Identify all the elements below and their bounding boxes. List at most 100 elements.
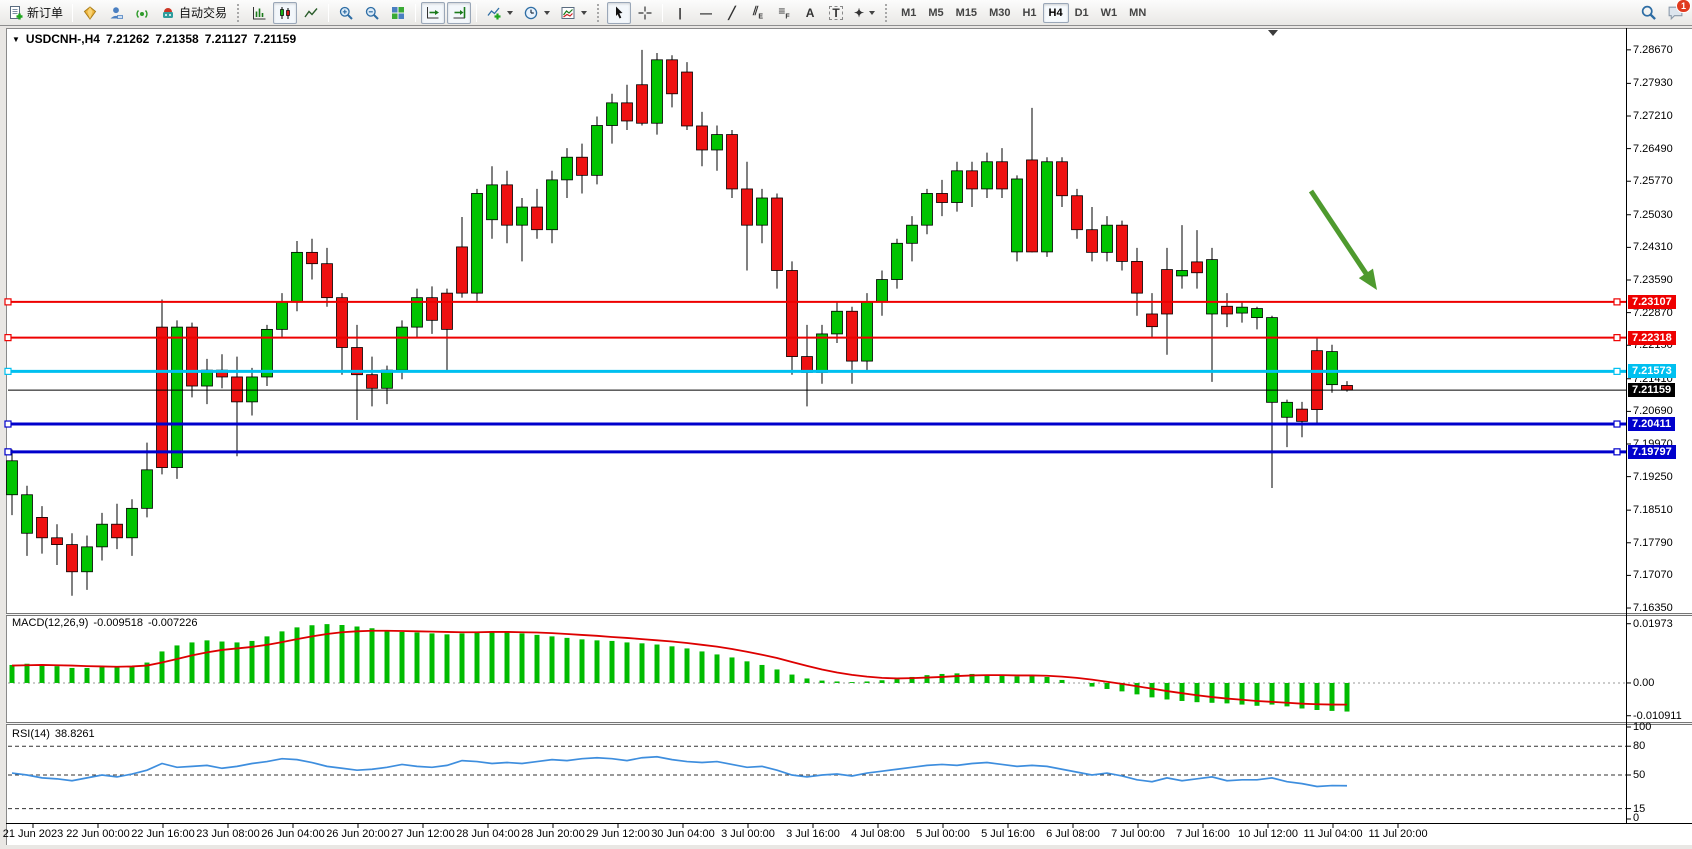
channel-tool[interactable]: ⫽E <box>746 2 770 24</box>
rsi-axis-label: 0 <box>1633 812 1640 824</box>
rsi-axis-label: 15 <box>1633 802 1646 815</box>
rsi-value: 38.8261 <box>54 728 95 740</box>
bar-chart-mode-button[interactable] <box>247 2 271 24</box>
line-handle <box>1613 298 1621 306</box>
bull-candle <box>1251 308 1263 319</box>
rsi-axis-label: 100 <box>1633 721 1652 733</box>
search-button[interactable] <box>1636 2 1661 24</box>
timeframe-button-d1[interactable]: D1 <box>1074 6 1089 19</box>
chart-shift-button[interactable] <box>447 1 472 24</box>
chart-shift-marker[interactable] <box>1268 30 1278 36</box>
bear-candle <box>1116 224 1128 262</box>
template-icon <box>561 6 575 19</box>
bull-candle <box>291 251 303 303</box>
bull-candle <box>651 59 663 124</box>
zoom-in-button[interactable] <box>334 2 358 24</box>
price-axis-divider <box>1626 28 1627 823</box>
line-chart-mode-button[interactable] <box>299 2 323 24</box>
channel-icon: ⫽E <box>753 3 764 21</box>
timeframe-button-m30[interactable]: M30 <box>989 6 1011 19</box>
bull-candle <box>906 224 918 244</box>
bull-candle <box>486 184 498 221</box>
price-tick-label: 7.17790 <box>1633 536 1673 549</box>
timeframe-button-m15[interactable]: M15 <box>955 6 978 19</box>
text-tool[interactable]: A <box>798 2 822 24</box>
bear-candle <box>36 517 48 539</box>
signals-button[interactable] <box>130 2 154 24</box>
market-depth-button[interactable] <box>78 2 102 24</box>
chat-button[interactable]: 1 <box>1663 0 1691 24</box>
chart-window <box>6 28 1692 845</box>
bear-candle <box>1056 161 1068 197</box>
timeframe-button-h4[interactable]: H4 <box>1042 2 1069 23</box>
add-indicator-icon <box>487 7 501 19</box>
line-handle <box>4 298 12 306</box>
trendline-tool[interactable]: ╱ <box>720 2 744 24</box>
price-tag: 7.21573 <box>1628 364 1676 379</box>
pane-separator-rsi[interactable] <box>6 722 1692 725</box>
bear-candle <box>996 161 1008 190</box>
indicators-dropdown[interactable] <box>482 2 517 24</box>
fibonacci-tool[interactable]: ≡F <box>772 2 796 24</box>
rsi-line <box>11 755 1348 788</box>
periods-dropdown[interactable] <box>519 2 554 24</box>
bear-candle <box>456 246 468 294</box>
text-label-tool[interactable]: T <box>824 2 848 24</box>
bull-candle <box>1206 259 1218 315</box>
main-toolbar: 新订单 自动交易 <box>0 0 1692 26</box>
candlestick-mode-button[interactable] <box>273 1 298 24</box>
vertical-line-tool[interactable]: | <box>668 2 692 24</box>
rsi-axis-label: 80 <box>1633 740 1646 753</box>
community-button[interactable] <box>104 2 128 24</box>
price-tick-label: 7.25030 <box>1633 208 1673 221</box>
separator <box>72 3 74 22</box>
time-axis-label: 28 Jun 04:00 <box>456 828 520 840</box>
vertical-line-icon: | <box>678 5 682 20</box>
bull-candle <box>1176 270 1188 277</box>
timeframe-button-w1[interactable]: W1 <box>1100 6 1118 19</box>
toolbar-grip <box>885 3 889 22</box>
autotrading-button[interactable]: 自动交易 <box>156 2 231 24</box>
arrows-dropdown[interactable]: ✦ <box>850 2 879 24</box>
auto-scroll-button[interactable] <box>421 1 446 24</box>
line-handle <box>4 334 12 342</box>
bear-candle <box>726 134 738 190</box>
bull-candle <box>141 469 153 509</box>
templates-dropdown[interactable] <box>556 2 591 24</box>
bear-candle <box>1341 385 1353 391</box>
zoom-out-icon <box>365 6 379 20</box>
candlestick-icon <box>280 6 290 19</box>
macd-signal-value: -0.007226 <box>147 617 198 629</box>
cursor-tool-button[interactable] <box>607 1 632 24</box>
time-axis-label: 22 Jun 16:00 <box>131 828 195 840</box>
bull-candle <box>261 328 273 378</box>
bear-candle <box>936 193 948 203</box>
line-handle <box>1613 334 1621 342</box>
bear-candle <box>1221 305 1233 315</box>
macd-axis-label: 0.00 <box>1633 676 1655 689</box>
bull-candle <box>756 197 768 226</box>
new-order-button[interactable]: 新订单 <box>4 2 67 24</box>
price-tick-label: 7.16350 <box>1633 602 1673 615</box>
bull-candle <box>921 193 933 226</box>
bear-candle <box>336 297 348 348</box>
bear-candle <box>186 326 198 387</box>
timeframe-button-h1[interactable]: H1 <box>1022 6 1037 19</box>
zoom-out-button[interactable] <box>360 2 384 24</box>
bear-candle <box>681 71 693 127</box>
timeframe-button-m1[interactable]: M1 <box>901 6 917 19</box>
quote-open: 7.21262 <box>105 32 150 46</box>
timeframe-button-m5[interactable]: M5 <box>928 6 944 19</box>
pane-separator-macd[interactable] <box>6 613 1692 616</box>
bull-candle <box>1011 178 1023 253</box>
tile-windows-button[interactable] <box>386 2 410 24</box>
horizontal-line-tool[interactable]: — <box>694 2 718 24</box>
profile-icon <box>110 6 123 19</box>
crosshair-tool-button[interactable] <box>633 2 657 24</box>
timeframe-button-mn[interactable]: MN <box>1129 6 1147 19</box>
one-click-trading-toggle[interactable]: ▼ <box>12 34 20 44</box>
chevron-down-icon <box>507 10 514 15</box>
time-axis-label: 7 Jul 16:00 <box>1176 828 1230 840</box>
bull-candle <box>396 326 408 371</box>
